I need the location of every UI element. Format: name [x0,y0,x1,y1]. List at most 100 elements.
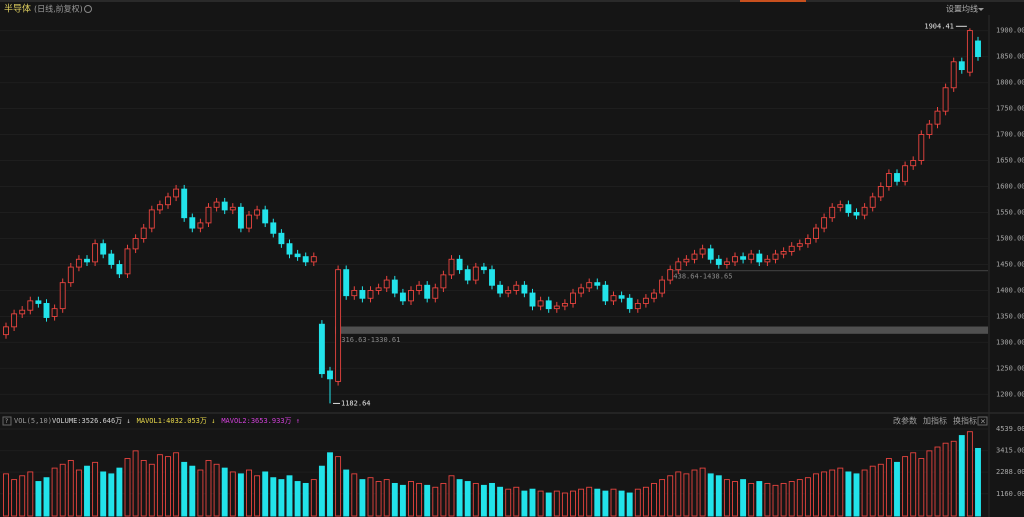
volume-bar [602,490,609,517]
help-icon[interactable] [2,416,12,426]
candle-body [92,243,99,263]
volume-bar [108,473,115,517]
candle-body [829,206,836,219]
candle-body [416,284,423,291]
candle-body [497,284,504,294]
candle-body [667,269,674,281]
volume-bar [707,473,714,517]
candle-body [254,209,261,216]
candle-body [715,258,722,265]
volume-bar [399,484,406,517]
candle-body [813,227,819,239]
candle-body [764,258,771,263]
volume-bar [148,463,155,517]
candle-body [610,295,617,302]
ma-settings-button[interactable]: 设置均线 [946,4,978,14]
y-tick-label: 1900.00 [996,27,1024,35]
candle-body [286,243,293,255]
candle-body [448,258,455,276]
volume-bar [359,479,366,517]
y-tick-label: 1400.00 [996,286,1024,294]
y-tick-label: 1450.00 [996,260,1024,268]
candle-body [399,292,406,302]
volume-bar [594,488,601,517]
candle-body [796,243,803,247]
candle-body [699,248,706,255]
y-tick-label: 1800.00 [996,79,1024,87]
volume-bar [3,473,9,517]
y-tick-label: 3415.00 [996,447,1024,455]
candle-body [853,212,860,216]
volume-bar [278,479,285,517]
volume-bar [75,469,82,517]
volume-bar [246,469,252,517]
candle-body [958,61,965,71]
volume-bar [894,461,900,517]
volume-bar [335,456,342,517]
volume-bar [667,475,674,517]
candle-body [335,269,342,382]
candle-body [918,134,925,161]
candle-body [626,297,633,310]
indicator-tool[interactable]: 换指标 [953,416,977,426]
y-tick-label: 1300.00 [996,338,1024,346]
candle-body [327,370,333,380]
candle-body [772,253,779,260]
settings-icon[interactable] [84,5,92,13]
candle-body [278,232,285,245]
volume-bar [553,490,560,517]
candle-body [651,292,657,299]
volume-bar [489,482,495,517]
volume-bar [796,479,803,517]
volume-bar [383,479,390,517]
volume-bar [229,471,236,517]
candle-body [213,201,220,208]
candle-body [11,313,18,328]
candle-body [237,206,244,229]
help-mark: ? [5,418,8,425]
volume-bar [659,479,666,517]
candle-body [561,303,568,307]
candle-body [246,214,252,229]
candle-body [19,309,26,315]
candle-body [659,279,666,294]
volume-bar [497,486,504,517]
indicator-tool[interactable]: 改参数 [893,416,917,426]
candle-body [505,290,512,294]
gap-label: 1316.63-1330.61 [337,336,400,344]
volume-title: VOL(5,10) [14,417,52,425]
candle-body [432,287,439,299]
gap-label: 1438.64-1438.65 [669,272,732,280]
volume-bar [156,454,163,517]
volume-bar [618,490,625,517]
candle-body [586,282,593,289]
close-icon[interactable] [977,416,988,426]
volume-bar [181,461,188,517]
candle-body [59,282,66,310]
candle-body [310,256,317,263]
volume-bar [213,463,220,517]
candle-body [294,253,301,258]
y-tick-label: 2288.00 [996,468,1024,476]
chart-subtitle: (日线,前复权) [34,4,83,14]
candle-body [262,209,269,224]
volume-bar [327,452,333,517]
candle-body [545,300,552,310]
y-tick-label: 1850.00 [996,53,1024,61]
volume-bar [829,469,836,517]
candle-body [359,290,366,299]
candle-body [472,266,479,281]
candle-body [375,287,382,291]
volume-bar [732,481,738,517]
volume-bar [513,486,520,517]
candle-body [756,253,763,263]
candle-body [205,206,212,224]
volume-bar [432,486,439,517]
volume-bar [27,471,34,517]
indicator-tool[interactable]: 加指标 [923,416,947,426]
volume-bar [626,492,633,517]
volume-bar [464,481,471,517]
extreme-label: 1182.64 [341,399,371,407]
volume-readout: MAVOL1:4032.053万 ↓ [137,417,216,425]
candle-body [780,251,787,255]
